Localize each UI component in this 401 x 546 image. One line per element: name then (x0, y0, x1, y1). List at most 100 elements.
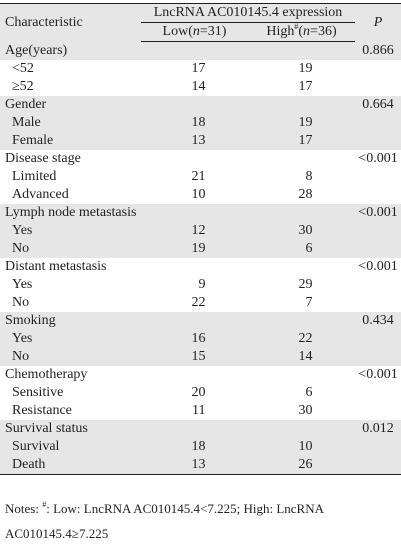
table-row: Advanced 10 28 (0, 186, 401, 204)
table-row: No 22 7 (0, 294, 401, 312)
row-sublabel: Resistance (12, 403, 72, 418)
p-value (355, 60, 401, 78)
row-category: Distant metastasis (5, 259, 107, 274)
low-count (141, 96, 248, 114)
data-table: Characteristic LncRNA AC010145.4 express… (0, 3, 401, 475)
row-sublabel: <52 (12, 61, 34, 76)
low-count: 18 (141, 114, 248, 132)
low-count: 22 (191, 295, 206, 310)
table-row: Yes 16 22 (0, 330, 401, 348)
low-count: 19 (141, 240, 248, 258)
row-sublabel: No (12, 295, 30, 310)
notes-text: : Low: LncRNA AC010145.4<7.225; High: Ln… (46, 501, 325, 516)
low-count: 14 (191, 79, 206, 94)
expression-group-header: LncRNA AC010145.4 expression (141, 3, 355, 23)
high-count (248, 204, 355, 222)
low-header: Low(n=31) (141, 22, 248, 42)
table-row: Disease stage <0.001 (0, 150, 401, 168)
row-category: Lymph node metastasis (0, 204, 141, 222)
high-count (248, 420, 355, 438)
table-row: Gender 0.664 (0, 96, 401, 114)
row-sublabel: Limited (12, 169, 57, 184)
row-sublabel: No (0, 348, 141, 366)
notes-line-2: AC010145.4≥7.225 (5, 526, 109, 541)
p-value (355, 330, 401, 348)
table-row: Death 13 26 (0, 456, 401, 475)
high-count: 30 (298, 403, 313, 418)
high-count: 10 (248, 438, 355, 456)
p-value (355, 348, 401, 366)
header-row-2: Low(n=31) High#(n=36) (0, 22, 401, 42)
p-value: 0.434 (355, 312, 401, 330)
characteristic-header: Characteristic (0, 3, 141, 42)
row-sublabel: Yes (12, 277, 33, 292)
high-count: 28 (298, 187, 313, 202)
table-row: Survival status 0.012 (0, 420, 401, 438)
low-count: 12 (141, 222, 248, 240)
p-value: <0.001 (358, 151, 398, 166)
p-value: 0.012 (355, 420, 401, 438)
row-sublabel: Death (0, 456, 141, 475)
row-category: Age(years) (0, 41, 141, 60)
table-notes: Notes: #: Low: LncRNA AC010145.4<7.225; … (5, 496, 397, 546)
high-count: 6 (305, 385, 313, 400)
p-value (355, 240, 401, 258)
high-count: 17 (248, 132, 355, 150)
high-count (248, 312, 355, 330)
table-row: Chemotherapy <0.001 (0, 366, 401, 384)
header-row-1: Characteristic LncRNA AC010145.4 express… (0, 3, 401, 42)
row-sublabel: Advanced (12, 187, 69, 202)
low-count (141, 204, 248, 222)
notes-prefix: Notes: (5, 501, 39, 516)
low-count (141, 258, 248, 276)
row-category: Gender (0, 96, 141, 114)
table-row: Resistance 11 30 (0, 402, 401, 420)
row-sublabel: Yes (0, 222, 141, 240)
row-sublabel: Yes (0, 330, 141, 348)
p-value (355, 294, 401, 312)
low-count: 10 (191, 187, 206, 202)
high-count: 29 (298, 277, 313, 292)
low-count: 21 (191, 169, 206, 184)
p-value (355, 438, 401, 456)
row-sublabel: Female (0, 132, 141, 150)
low-count: 9 (198, 277, 206, 292)
p-value (355, 78, 401, 96)
p-header: P (355, 3, 401, 42)
p-value (355, 384, 401, 402)
table-row: ≥52 14 17 (0, 78, 401, 96)
low-count: 13 (141, 456, 248, 475)
table-row: Survival 18 10 (0, 438, 401, 456)
low-count: 11 (192, 403, 206, 418)
high-count: 14 (248, 348, 355, 366)
table-row: No 19 6 (0, 240, 401, 258)
high-count (248, 366, 355, 384)
table-row: Distant metastasis <0.001 (0, 258, 401, 276)
low-count: 18 (141, 438, 248, 456)
p-value (355, 456, 401, 475)
p-value (355, 402, 401, 420)
row-category: Survival status (0, 420, 141, 438)
low-count: 17 (191, 61, 206, 76)
low-count: 20 (191, 385, 206, 400)
p-value (355, 222, 401, 240)
high-count: 22 (248, 330, 355, 348)
row-category: Smoking (0, 312, 141, 330)
table-row: <52 17 19 (0, 60, 401, 78)
high-count: 8 (305, 169, 313, 184)
table-row: Yes 9 29 (0, 276, 401, 294)
row-sublabel: Sensitive (12, 385, 64, 400)
p-value: 0.866 (355, 41, 401, 60)
low-count: 15 (141, 348, 248, 366)
high-count: 30 (248, 222, 355, 240)
high-header: High#(n=36) (248, 22, 355, 42)
p-value (355, 132, 401, 150)
high-count: 17 (298, 79, 313, 94)
table-row: Lymph node metastasis <0.001 (0, 204, 401, 222)
high-count: 6 (248, 240, 355, 258)
notes-sup: # (42, 500, 47, 509)
row-category: Chemotherapy (5, 367, 88, 382)
p-value: <0.001 (358, 259, 398, 274)
table-row: Female 13 17 (0, 132, 401, 150)
